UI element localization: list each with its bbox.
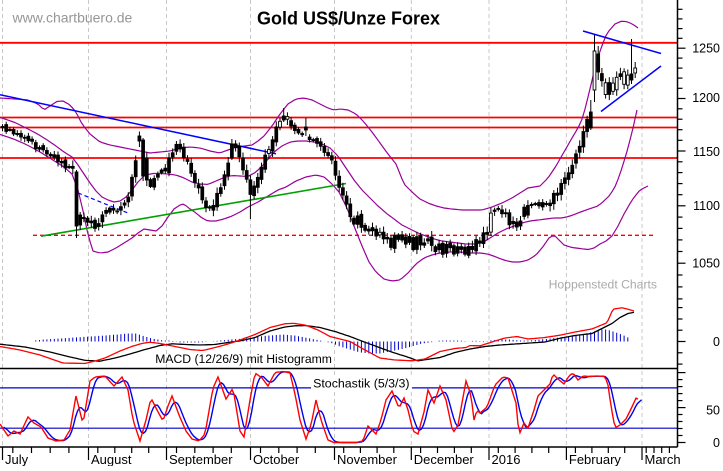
- svg-text:0: 0: [713, 335, 720, 349]
- svg-text:50: 50: [706, 404, 720, 418]
- svg-text:1100: 1100: [693, 199, 720, 213]
- svg-text:0: 0: [713, 436, 720, 450]
- svg-text:August: August: [91, 452, 132, 466]
- svg-text:Gold US$/Unze Forex: Gold US$/Unze Forex: [257, 8, 440, 28]
- svg-text:November: November: [337, 452, 398, 466]
- svg-text:September: September: [169, 452, 233, 466]
- svg-text:Hoppenstedt Charts: Hoppenstedt Charts: [549, 277, 657, 291]
- svg-text:1150: 1150: [693, 145, 720, 159]
- svg-text:2016: 2016: [492, 452, 521, 466]
- svg-text:1200: 1200: [692, 91, 720, 105]
- svg-text:MACD (12/26/9) mit Histogramm: MACD (12/26/9) mit Histogramm: [155, 352, 332, 366]
- svg-text:Stochastik (5/3/3): Stochastik (5/3/3): [313, 377, 409, 391]
- svg-text:March: March: [645, 452, 681, 466]
- svg-text:February: February: [569, 452, 622, 466]
- svg-text:www.chartbuero.de: www.chartbuero.de: [12, 9, 133, 25]
- svg-text:1050: 1050: [692, 257, 720, 271]
- svg-text:October: October: [253, 452, 300, 466]
- svg-text:July: July: [5, 452, 29, 466]
- svg-text:December: December: [414, 452, 475, 466]
- svg-text:1250: 1250: [692, 42, 720, 56]
